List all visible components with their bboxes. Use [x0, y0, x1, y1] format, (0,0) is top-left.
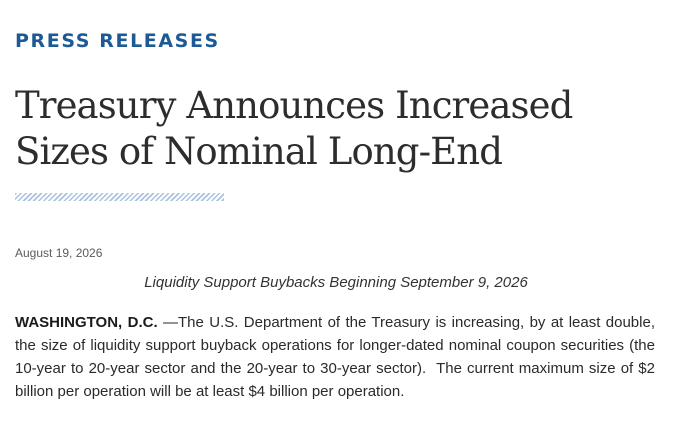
body-paragraph: WASHINGTON, D.C. —The U.S. Department of… — [15, 311, 655, 403]
title-divider — [15, 193, 224, 201]
dateline: WASHINGTON, D.C. — [15, 314, 158, 331]
body-text: —The U.S. Department of the Treasury is … — [15, 314, 655, 400]
release-subtitle: Liquidity Support Buybacks Beginning Sep… — [144, 274, 528, 291]
page-title: Treasury Announces Increased Sizes of No… — [15, 84, 573, 173]
release-date: August 19, 2026 — [15, 246, 103, 260]
section-label[interactable]: PRESS RELEASES — [15, 30, 220, 52]
